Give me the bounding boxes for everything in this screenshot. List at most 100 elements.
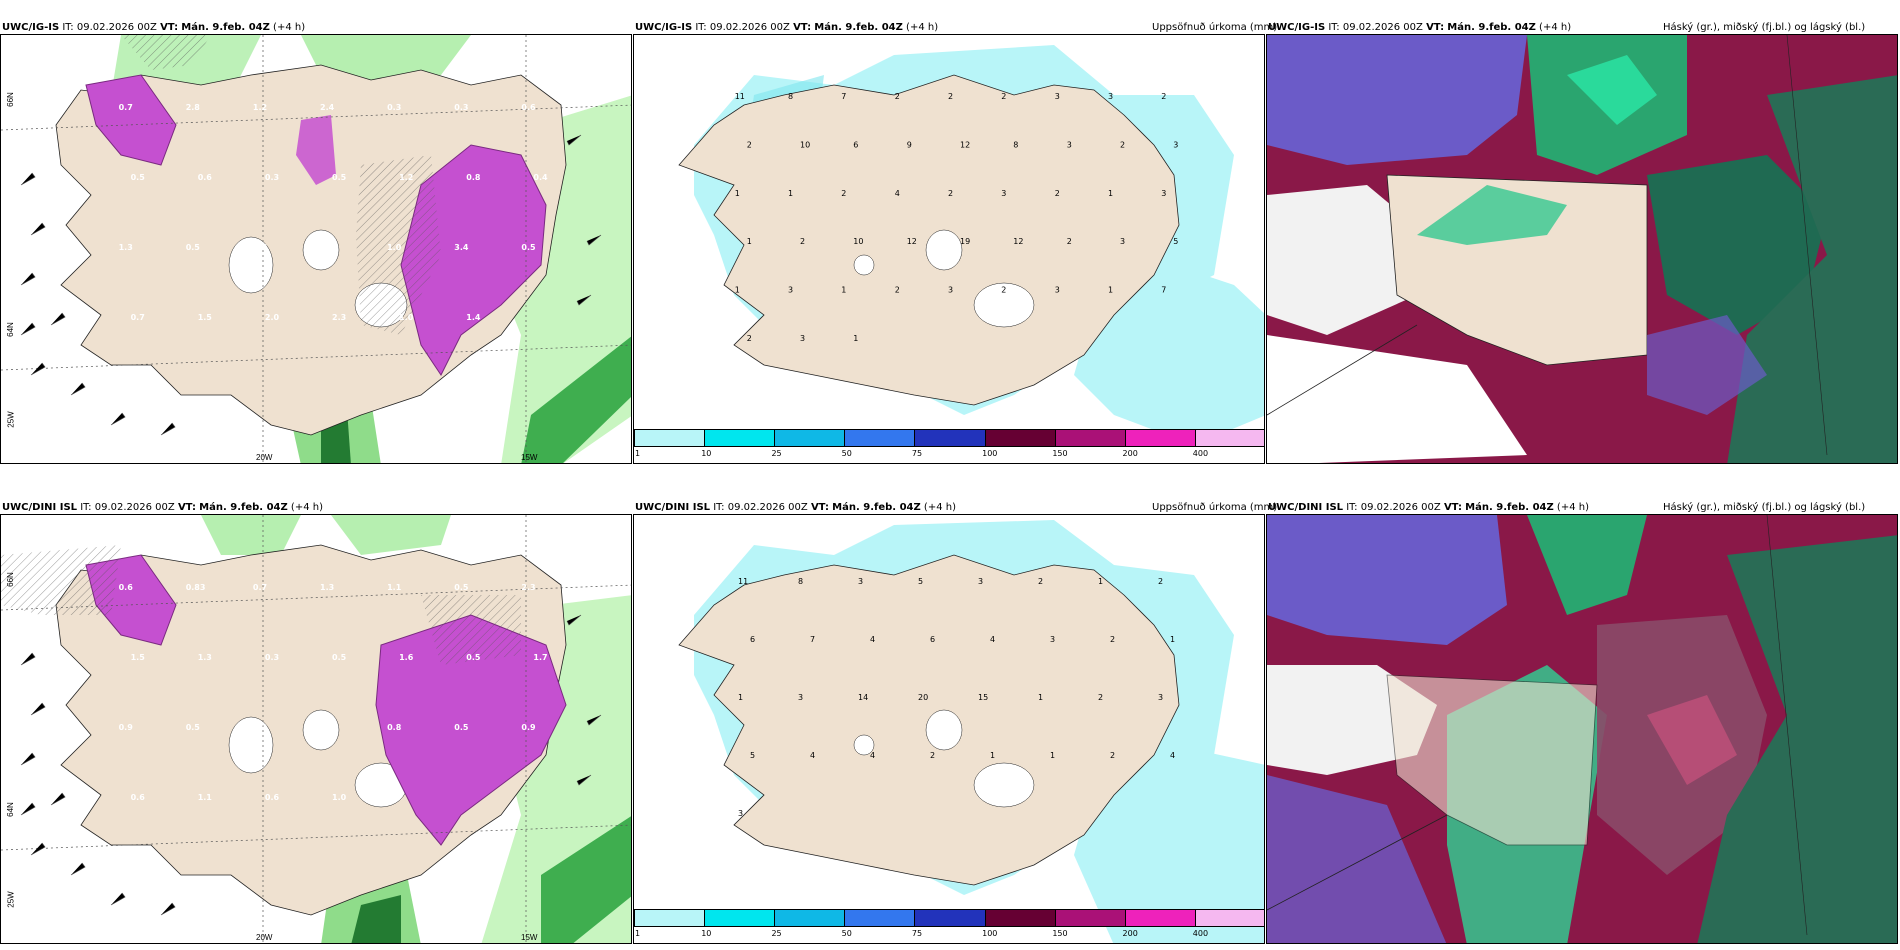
title-cloud-bottom: UWC/DINI ISL IT: 09.02.2026 00Z VT: Mán.… [1268,502,1589,513]
map-value-label: 0.5 [186,723,201,732]
lon-25-label-top: 25W [6,411,16,428]
map-value-label: 1 [841,286,846,295]
map-value-label: 3 [738,809,743,818]
map-value-label: 1.2 [253,103,267,112]
map-value-label: 2 [895,92,900,101]
map-value-label: 10 [800,141,810,150]
precip-labels-top: 11 8 7 2 2 2 3 3 22 10 6 9 12 8 3 2 31 1 2 4 2 3 2 1 31 2 10 12 19 12… [735,92,1179,343]
map-value-label: 0.5 [521,243,536,252]
map-value-label: 1.1 [198,793,213,802]
map-value-label: 3 [1161,189,1166,198]
colorbar-bottom [634,909,1264,927]
map-value-label: 1 [735,286,740,295]
map-value-label: 1 [1038,693,1043,702]
cb-swatch [1055,430,1126,446]
map-value-label: 2 [1110,635,1115,644]
panel-precip-top: 11 8 7 2 2 2 3 3 2 2 10 6 9 12 8 3 2 3 1 1 2 4 2 3 2 1 3 1 2 10 12 19 12… [633,34,1265,464]
map-value-label: 6 [750,635,755,644]
colorbar-tick: 400 [1192,929,1209,938]
map-value-label: 3 [1055,286,1060,295]
map-value-label: 3 [1108,92,1113,101]
map-value-label: 0.8 [466,173,481,182]
map-value-label: 0.7 [320,723,334,732]
map-value-label: 9 [907,141,912,150]
colorbar-tick: 400 [1192,449,1209,458]
map-value-label: 6 [853,141,858,150]
map-value-label: 8 [788,92,793,101]
panel-snow-top: 0.7 2.8 1.2 2.4 0.3 0.3 0.6 0.5 0.6 0.3 0.5 1.2 0.8 0… [0,34,632,464]
map-value-label: 1 [1050,751,1055,760]
map-value-label: 12 [1013,237,1023,246]
map-value-label: 0.3 [265,653,279,662]
map-value-label: 4 [990,635,995,644]
cb-swatch [775,910,846,926]
cb-swatch [1125,430,1196,446]
cb-swatch [985,910,1056,926]
precip-labels-bottom: 11 8 3 5 3 2 1 26 7 4 6 4 3 2 11 3 14 20 15 1 2 35 4 4 2 1 1 2 43 [738,577,1175,818]
map-value-label: 2.3 [332,313,346,322]
map-value-label: 1 [738,693,743,702]
cb-swatch [1195,910,1264,926]
map-value-label: 0.7 [131,313,145,322]
map-value-label: 0.3 [387,103,401,112]
map-value-label: 1 [1108,286,1113,295]
map-value-label: 12 [960,141,970,150]
map-value-label: 2 [948,92,953,101]
colorbar-tick: 25 [771,929,782,938]
map-value-label: 10 [853,237,863,246]
map-value-label: 0.5 [332,173,347,182]
lon-15-label-top: 15W [521,453,538,462]
precip-map-bottom: 11 8 3 5 3 2 1 26 7 4 6 4 3 2 11 3 14 20 15 1 2 35 4 4 2 1 1 2 43 [678,520,1264,943]
colorbar-tick: 100 [982,449,998,458]
title-precip-top: UWC/IG-IS IT: 09.02.2026 00Z VT: Mán. 9.… [635,22,939,33]
cb-swatch [1125,910,1196,926]
title-snow-bottom: UWC/DINI ISL IT: 09.02.2026 00Z VT: Mán.… [2,502,323,513]
colorbar-tick: 10 [701,929,712,938]
cb-swatch [915,910,986,926]
map-value-label: 3 [858,577,863,586]
map-value-label: 3 [1055,92,1060,101]
map-value-label: 19 [960,237,970,246]
colorbar-tick: 100 [982,929,998,938]
map-value-label: 2 [800,237,805,246]
map-value-label: 3 [1001,189,1006,198]
map-value-label: 15 [978,693,988,702]
map-value-label: 1.5 [131,653,146,662]
map-value-label: 3 [1120,237,1125,246]
map-value-label: 3 [788,286,793,295]
colorbar-tick: 75 [911,929,923,938]
map-value-label: 0.6 [265,793,280,802]
precip-title-top: Uppsöfnuð úrkoma (mm) [1152,22,1278,33]
colorbar-tick: 1 [635,929,641,938]
map-value-label: 3 [1173,141,1178,150]
colorbar-tick: 50 [841,449,852,458]
map-value-label: 2.0 [265,313,280,322]
title-snow-top: UWC/IG-IS IT: 09.02.2026 00Z VT: Mán. 9.… [2,22,306,33]
map-value-label: 20 [918,693,928,702]
map-value-label: 0.6 [131,793,146,802]
cloud-map-top [1267,35,1897,463]
snow-map-bottom: 0.6 0.83 0.7 1.3 1.1 0.5 2.3 1.5 1.3 0.3 0.5 1.6 0.5… [1,515,631,943]
cloud-title-top: Háský (gr.), miðský (fj.bl.) og lágský (… [1663,22,1866,33]
map-value-label: 0.5 [454,583,469,592]
map-value-label: 1 [1170,635,1175,644]
map-value-label: 2 [1001,286,1006,295]
map-value-label: 1 [1098,577,1103,586]
map-value-label: 3 [798,693,803,702]
lon-25-label-bottom: 25W [6,891,16,908]
map-value-label: 7 [1161,286,1166,295]
map-value-label: 2 [1098,693,1103,702]
map-value-label: 3 [1067,141,1072,150]
map-value-label: 0.9 [521,723,536,732]
map-value-label: 0.7 [119,103,133,112]
map-value-label: 0.6 [253,243,268,252]
map-value-label: 3 [978,577,983,586]
map-value-label: 8 [1013,141,1018,150]
map-value-label: 1 [1108,189,1113,198]
map-value-label: 4 [810,751,815,760]
colorbar-tick: 150 [1052,449,1068,458]
map-value-label: 5 [918,577,923,586]
map-value-label: 1.6 [399,653,414,662]
map-value-label: 2 [895,286,900,295]
cb-swatch [845,430,916,446]
